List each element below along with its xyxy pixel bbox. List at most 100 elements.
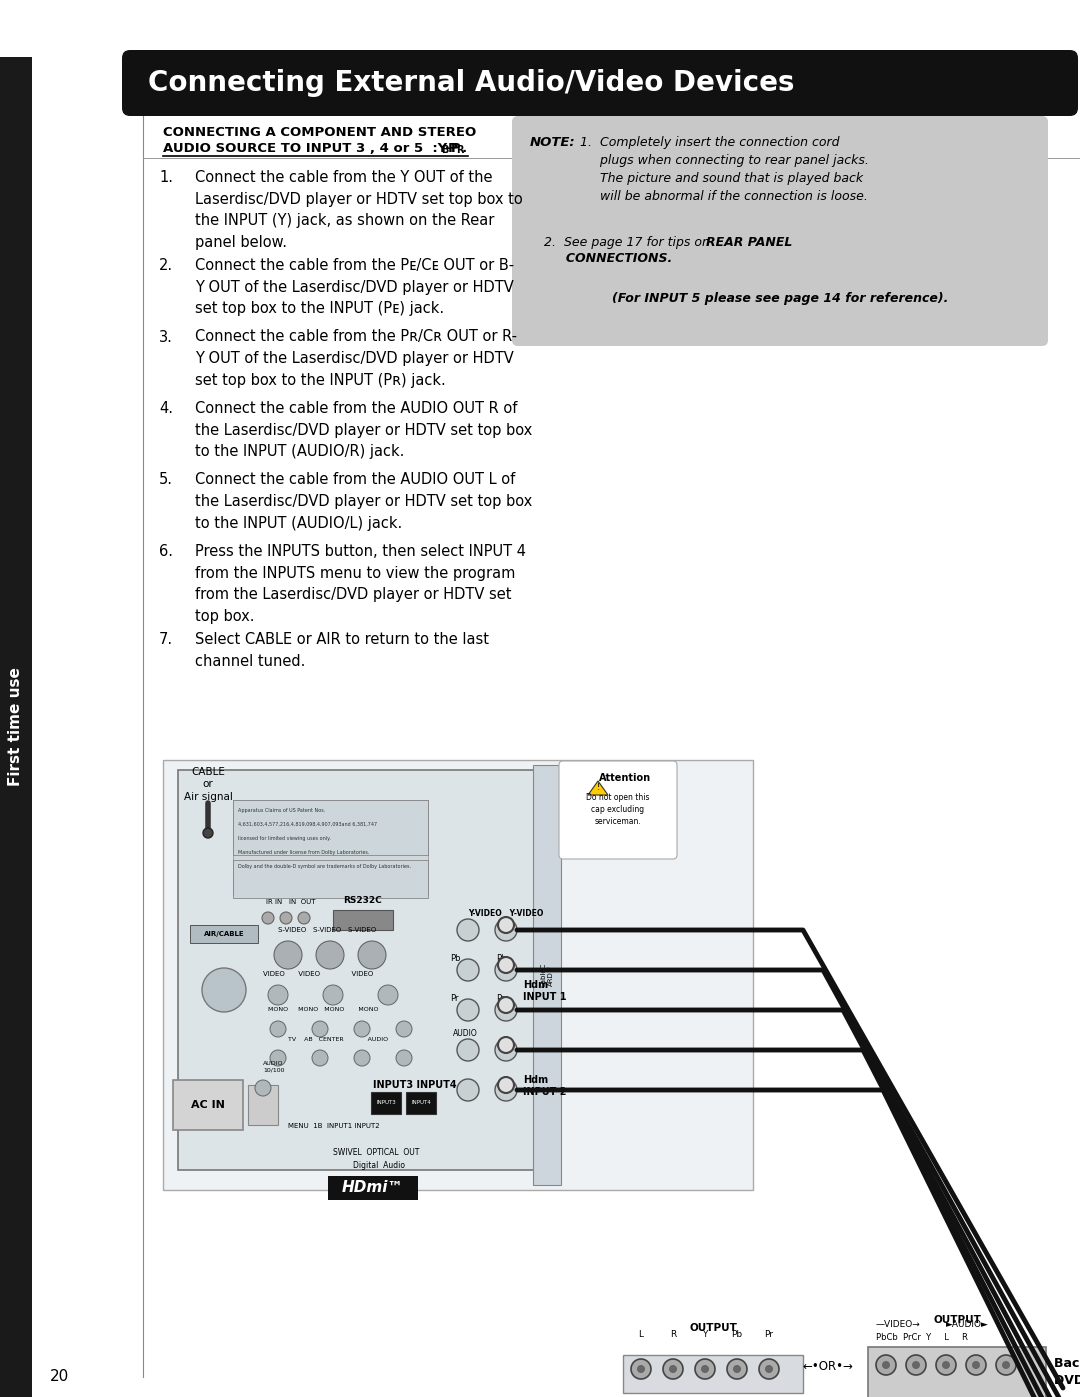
Text: 1.  Completely insert the connection cord
     plugs when connecting to rear pan: 1. Completely insert the connection cord… (580, 136, 869, 203)
Circle shape (495, 958, 517, 981)
Text: Press the INPUTS button, then select INPUT 4
from the INPUTS menu to view the pr: Press the INPUTS button, then select INP… (195, 543, 526, 624)
Text: Hdm
INPUT 1: Hdm INPUT 1 (523, 981, 567, 1003)
Circle shape (268, 985, 288, 1004)
Text: R: R (670, 1330, 676, 1338)
Text: INPUT4: INPUT4 (411, 1101, 431, 1105)
Text: 3.: 3. (159, 330, 173, 345)
Bar (372, 1092, 401, 1113)
Circle shape (696, 1359, 715, 1379)
Text: S-VIDEO   S-VIDEO   S-VIDEO: S-VIDEO S-VIDEO S-VIDEO (278, 928, 376, 933)
Text: —VIDEO→: —VIDEO→ (876, 1320, 921, 1329)
Text: (For INPUT 5 please see page 14 for reference).: (For INPUT 5 please see page 14 for refe… (611, 292, 948, 305)
Circle shape (498, 957, 514, 972)
Circle shape (457, 919, 480, 942)
Bar (190, 925, 258, 943)
Circle shape (274, 942, 302, 970)
Text: VIDEO      VIDEO              VIDEO: VIDEO VIDEO VIDEO (264, 971, 374, 977)
Text: AC IN: AC IN (191, 1099, 225, 1111)
Circle shape (972, 1361, 980, 1369)
Text: Y-VIDEO   Y-VIDEO: Y-VIDEO Y-VIDEO (468, 909, 543, 918)
Circle shape (498, 916, 514, 933)
Text: P: P (448, 142, 458, 155)
Circle shape (323, 985, 343, 1004)
Text: Connect the cable from the Y OUT of the
Laserdisc/DVD player or HDTV set top box: Connect the cable from the Y OUT of the … (195, 170, 523, 250)
Circle shape (701, 1365, 708, 1373)
Circle shape (631, 1359, 651, 1379)
Text: 20: 20 (50, 1369, 69, 1384)
FancyBboxPatch shape (122, 50, 1078, 116)
Text: CABLE
or
Air signal: CABLE or Air signal (184, 767, 232, 802)
Circle shape (298, 912, 310, 923)
Circle shape (354, 1051, 370, 1066)
Text: Dolby and the double-D symbol are trademarks of Dolby Laboratories.: Dolby and the double-D symbol are tradem… (238, 863, 411, 869)
Text: 5.: 5. (159, 472, 173, 488)
Circle shape (396, 1051, 411, 1066)
Bar (406, 1092, 436, 1113)
Text: CONNECTIONS.: CONNECTIONS. (544, 251, 672, 265)
Circle shape (457, 1078, 480, 1101)
Text: INPUT3: INPUT3 (376, 1101, 396, 1105)
Text: Hdm
INPUT 2: Hdm INPUT 2 (523, 1076, 567, 1098)
Text: Attention: Attention (599, 773, 651, 782)
Circle shape (378, 985, 399, 1004)
Circle shape (495, 999, 517, 1021)
Circle shape (255, 1080, 271, 1097)
Text: Y: Y (702, 1330, 707, 1338)
Text: Connect the cable from the AUDIO OUT L of
the Laserdisc/DVD player or HDTV set t: Connect the cable from the AUDIO OUT L o… (195, 472, 532, 531)
Bar (178, 770, 558, 1171)
Text: B: B (441, 145, 448, 155)
Circle shape (912, 1361, 920, 1369)
Circle shape (498, 1037, 514, 1053)
Text: AUDIO SOURCE TO INPUT 3 , 4 or 5  :Y-P: AUDIO SOURCE TO INPUT 3 , 4 or 5 :Y-P (163, 142, 461, 155)
Bar (233, 861, 428, 898)
Text: L: L (638, 1330, 644, 1338)
Text: TV    AB   CENTER            AUDIO: TV AB CENTER AUDIO (288, 1037, 388, 1042)
Text: First time use: First time use (9, 668, 24, 787)
Bar (163, 760, 753, 1190)
Circle shape (202, 968, 246, 1011)
Circle shape (498, 997, 514, 1013)
Text: ←•OR•→: ←•OR•→ (802, 1359, 853, 1372)
Text: 2.  See page 17 for tips on: 2. See page 17 for tips on (544, 236, 714, 249)
Text: !: ! (596, 784, 599, 792)
Circle shape (280, 912, 292, 923)
Text: HDmi™: HDmi™ (342, 1180, 404, 1196)
Circle shape (759, 1359, 779, 1379)
Text: licensed for limited viewing uses only.: licensed for limited viewing uses only. (238, 835, 330, 841)
Text: Pr: Pr (496, 995, 504, 1003)
Text: PbCb  PrCr  Y     L     R: PbCb PrCr Y L R (876, 1333, 968, 1343)
Bar (623, 1355, 804, 1393)
Circle shape (727, 1359, 747, 1379)
Text: Connect the cable from the AUDIO OUT R of
the Laserdisc/DVD player or HDTV set t: Connect the cable from the AUDIO OUT R o… (195, 401, 532, 460)
Circle shape (1002, 1361, 1010, 1369)
Text: 6.: 6. (159, 543, 173, 559)
Circle shape (396, 1021, 411, 1037)
Circle shape (936, 1355, 956, 1375)
Bar (233, 800, 428, 895)
Text: Back of
DVD Player: Back of DVD Player (1054, 1356, 1080, 1387)
Text: MENU  1B  INPUT1 INPUT2: MENU 1B INPUT1 INPUT2 (288, 1123, 380, 1129)
Text: Pb: Pb (731, 1330, 743, 1338)
Bar (868, 1347, 1047, 1397)
Text: Connect the cable from the Pʀ/Cʀ OUT or R-
Y OUT of the Laserdisc/DVD player or : Connect the cable from the Pʀ/Cʀ OUT or … (195, 330, 517, 388)
Text: R: R (456, 145, 463, 155)
Text: 1.: 1. (159, 170, 173, 184)
Text: Digital  Audio: Digital Audio (353, 1161, 405, 1171)
Text: INPUT3 INPUT4: INPUT3 INPUT4 (373, 1080, 457, 1090)
Circle shape (733, 1365, 741, 1373)
Text: 2.: 2. (159, 258, 173, 272)
Circle shape (316, 942, 345, 970)
Circle shape (876, 1355, 896, 1375)
Text: OUTPUT: OUTPUT (689, 1323, 737, 1333)
Text: Select CABLE or AIR to return to the last
channel tuned.: Select CABLE or AIR to return to the las… (195, 631, 489, 669)
Circle shape (457, 1039, 480, 1060)
Bar (173, 1080, 243, 1130)
Bar (0, 57, 32, 1397)
Bar (534, 766, 561, 1185)
FancyBboxPatch shape (512, 116, 1048, 346)
Circle shape (765, 1365, 773, 1373)
Circle shape (312, 1051, 328, 1066)
Text: 4,631,603,4,577,216,4,819,098,4,907,093and 6,381,747: 4,631,603,4,577,216,4,819,098,4,907,093a… (238, 821, 377, 827)
Bar (328, 1176, 418, 1200)
Text: OUTPUT: OUTPUT (933, 1315, 981, 1324)
